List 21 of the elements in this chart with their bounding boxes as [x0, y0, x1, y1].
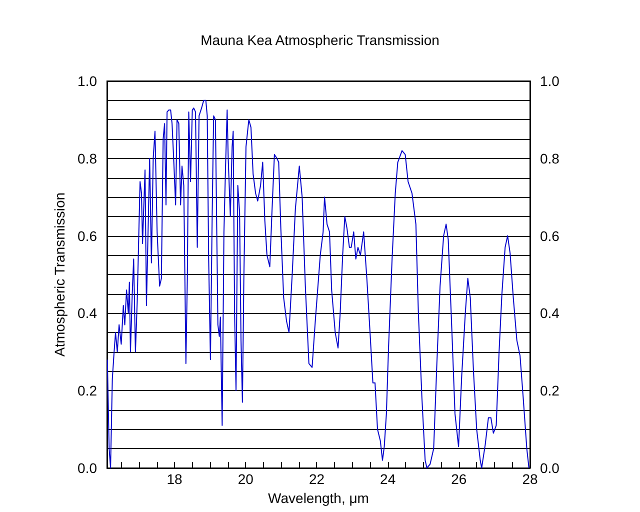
x-tick-label: 26: [451, 471, 467, 487]
y-tick-label: 0.6: [78, 228, 98, 244]
y2-tick-label: 0.4: [540, 305, 560, 322]
y2-tick-label: 1.0: [540, 73, 560, 89]
y-tick-label: 0.8: [78, 150, 98, 166]
x-tick-label: 24: [380, 471, 396, 487]
y2-tick-label: 0.8: [540, 150, 560, 166]
y-tick-label: 1.0: [78, 73, 98, 89]
chart-title: Mauna Kea Atmospheric Transmission: [200, 32, 440, 48]
x-axis-title: Wavelength, μm: [268, 490, 369, 506]
y2-tick-label: 0.0: [540, 460, 560, 476]
y-axis-title: Atmospheric Transmission: [52, 192, 68, 357]
x-tick-label: 28: [522, 471, 538, 487]
y2-tick-label: 0.2: [540, 382, 560, 399]
y2-tick-label: 0.6: [540, 228, 560, 244]
x-tick-label: 22: [308, 471, 325, 487]
x-tick-label: 20: [238, 471, 254, 487]
y-tick-label: 0.2: [78, 382, 98, 399]
x-tick-label: 18: [166, 471, 183, 487]
y-tick-label: 0.4: [78, 305, 98, 322]
y-tick-label: 0.0: [78, 460, 98, 476]
